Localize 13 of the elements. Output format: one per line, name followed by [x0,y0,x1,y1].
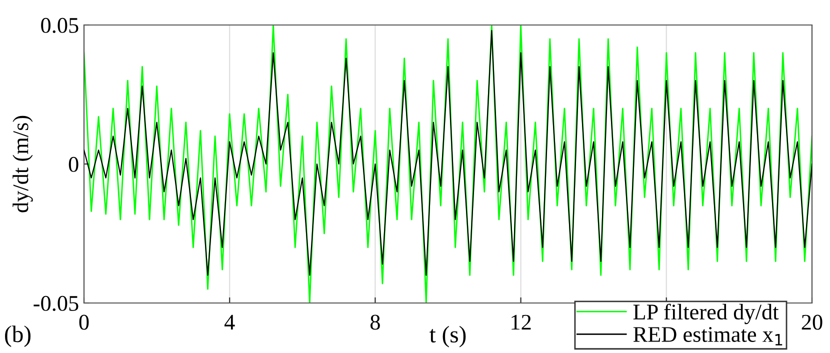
y-tick-label: -0.05 [34,296,78,312]
x-axis-title: t (s) [430,326,466,348]
x-tick-label: 4 [224,314,235,330]
legend-label: RED estimate x$_{1}$ [633,327,782,346]
x-tick-label: 8 [370,314,380,330]
legend-label: LP filtered dy/dt [633,304,779,324]
y-axis-title: dy/dt (m/s) [12,116,33,212]
x-tick-label: 12 [512,314,531,330]
y-tick-label: 0.05 [41,18,78,34]
y-tick-label: 0 [68,156,78,172]
x-tick-label: 20 [802,314,822,330]
text: (b) [5,326,30,347]
x-tick-label: 0 [79,314,89,330]
